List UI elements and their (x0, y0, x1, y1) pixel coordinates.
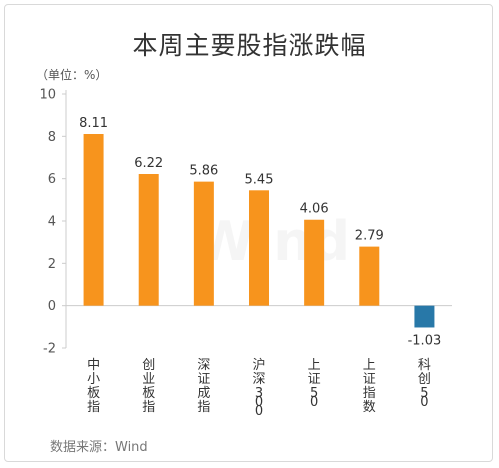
value-label: 5.45 (245, 172, 274, 187)
value-label: 6.22 (134, 156, 163, 171)
value-label: 2.79 (355, 229, 384, 244)
value-label: 4.06 (300, 202, 329, 217)
y-tick-label: -2 (43, 342, 56, 357)
category-label: 中小板指 (87, 358, 100, 415)
bar (359, 246, 380, 306)
value-label: 8.11 (79, 116, 108, 131)
source-note: 数据来源：Wind (50, 440, 148, 455)
unit-label: （单位：%） (36, 68, 108, 82)
category-label: 上证 5 0 (308, 358, 321, 410)
category-label: 科创 5 0 (418, 358, 431, 410)
bar (414, 305, 435, 328)
bar (193, 181, 214, 306)
bar (304, 219, 325, 306)
category-label: 上证指数 (363, 358, 376, 415)
y-tick-label: 8 (48, 130, 56, 145)
y-tick-label: 10 (39, 88, 56, 103)
bar (138, 174, 159, 306)
value-label: -1.03 (408, 333, 442, 348)
y-tick-label: 2 (48, 257, 56, 272)
y-tick-label: 0 (48, 299, 56, 314)
bar (249, 190, 269, 306)
value-label: 5.86 (189, 164, 218, 179)
bar (83, 134, 104, 306)
y-tick-label: 6 (48, 172, 56, 187)
y-tick-label: 4 (48, 215, 56, 230)
category-label: 创业板指 (142, 358, 155, 415)
chart-title: 本周主要股指涨跌幅 (132, 31, 367, 60)
category-label: 沪深 3 0 0 (252, 357, 265, 419)
category-label: 深证成指 (197, 358, 210, 415)
